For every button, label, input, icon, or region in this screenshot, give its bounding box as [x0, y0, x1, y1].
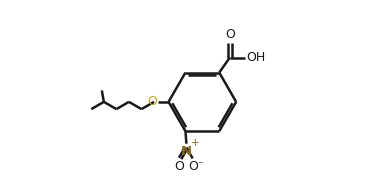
Text: +: + — [191, 138, 199, 148]
Text: O: O — [225, 28, 235, 41]
Text: N: N — [181, 145, 192, 158]
Text: O: O — [174, 160, 184, 173]
Text: ⁻: ⁻ — [197, 160, 203, 170]
Text: O: O — [189, 160, 199, 173]
Text: O: O — [147, 95, 157, 108]
Text: OH: OH — [246, 51, 265, 64]
